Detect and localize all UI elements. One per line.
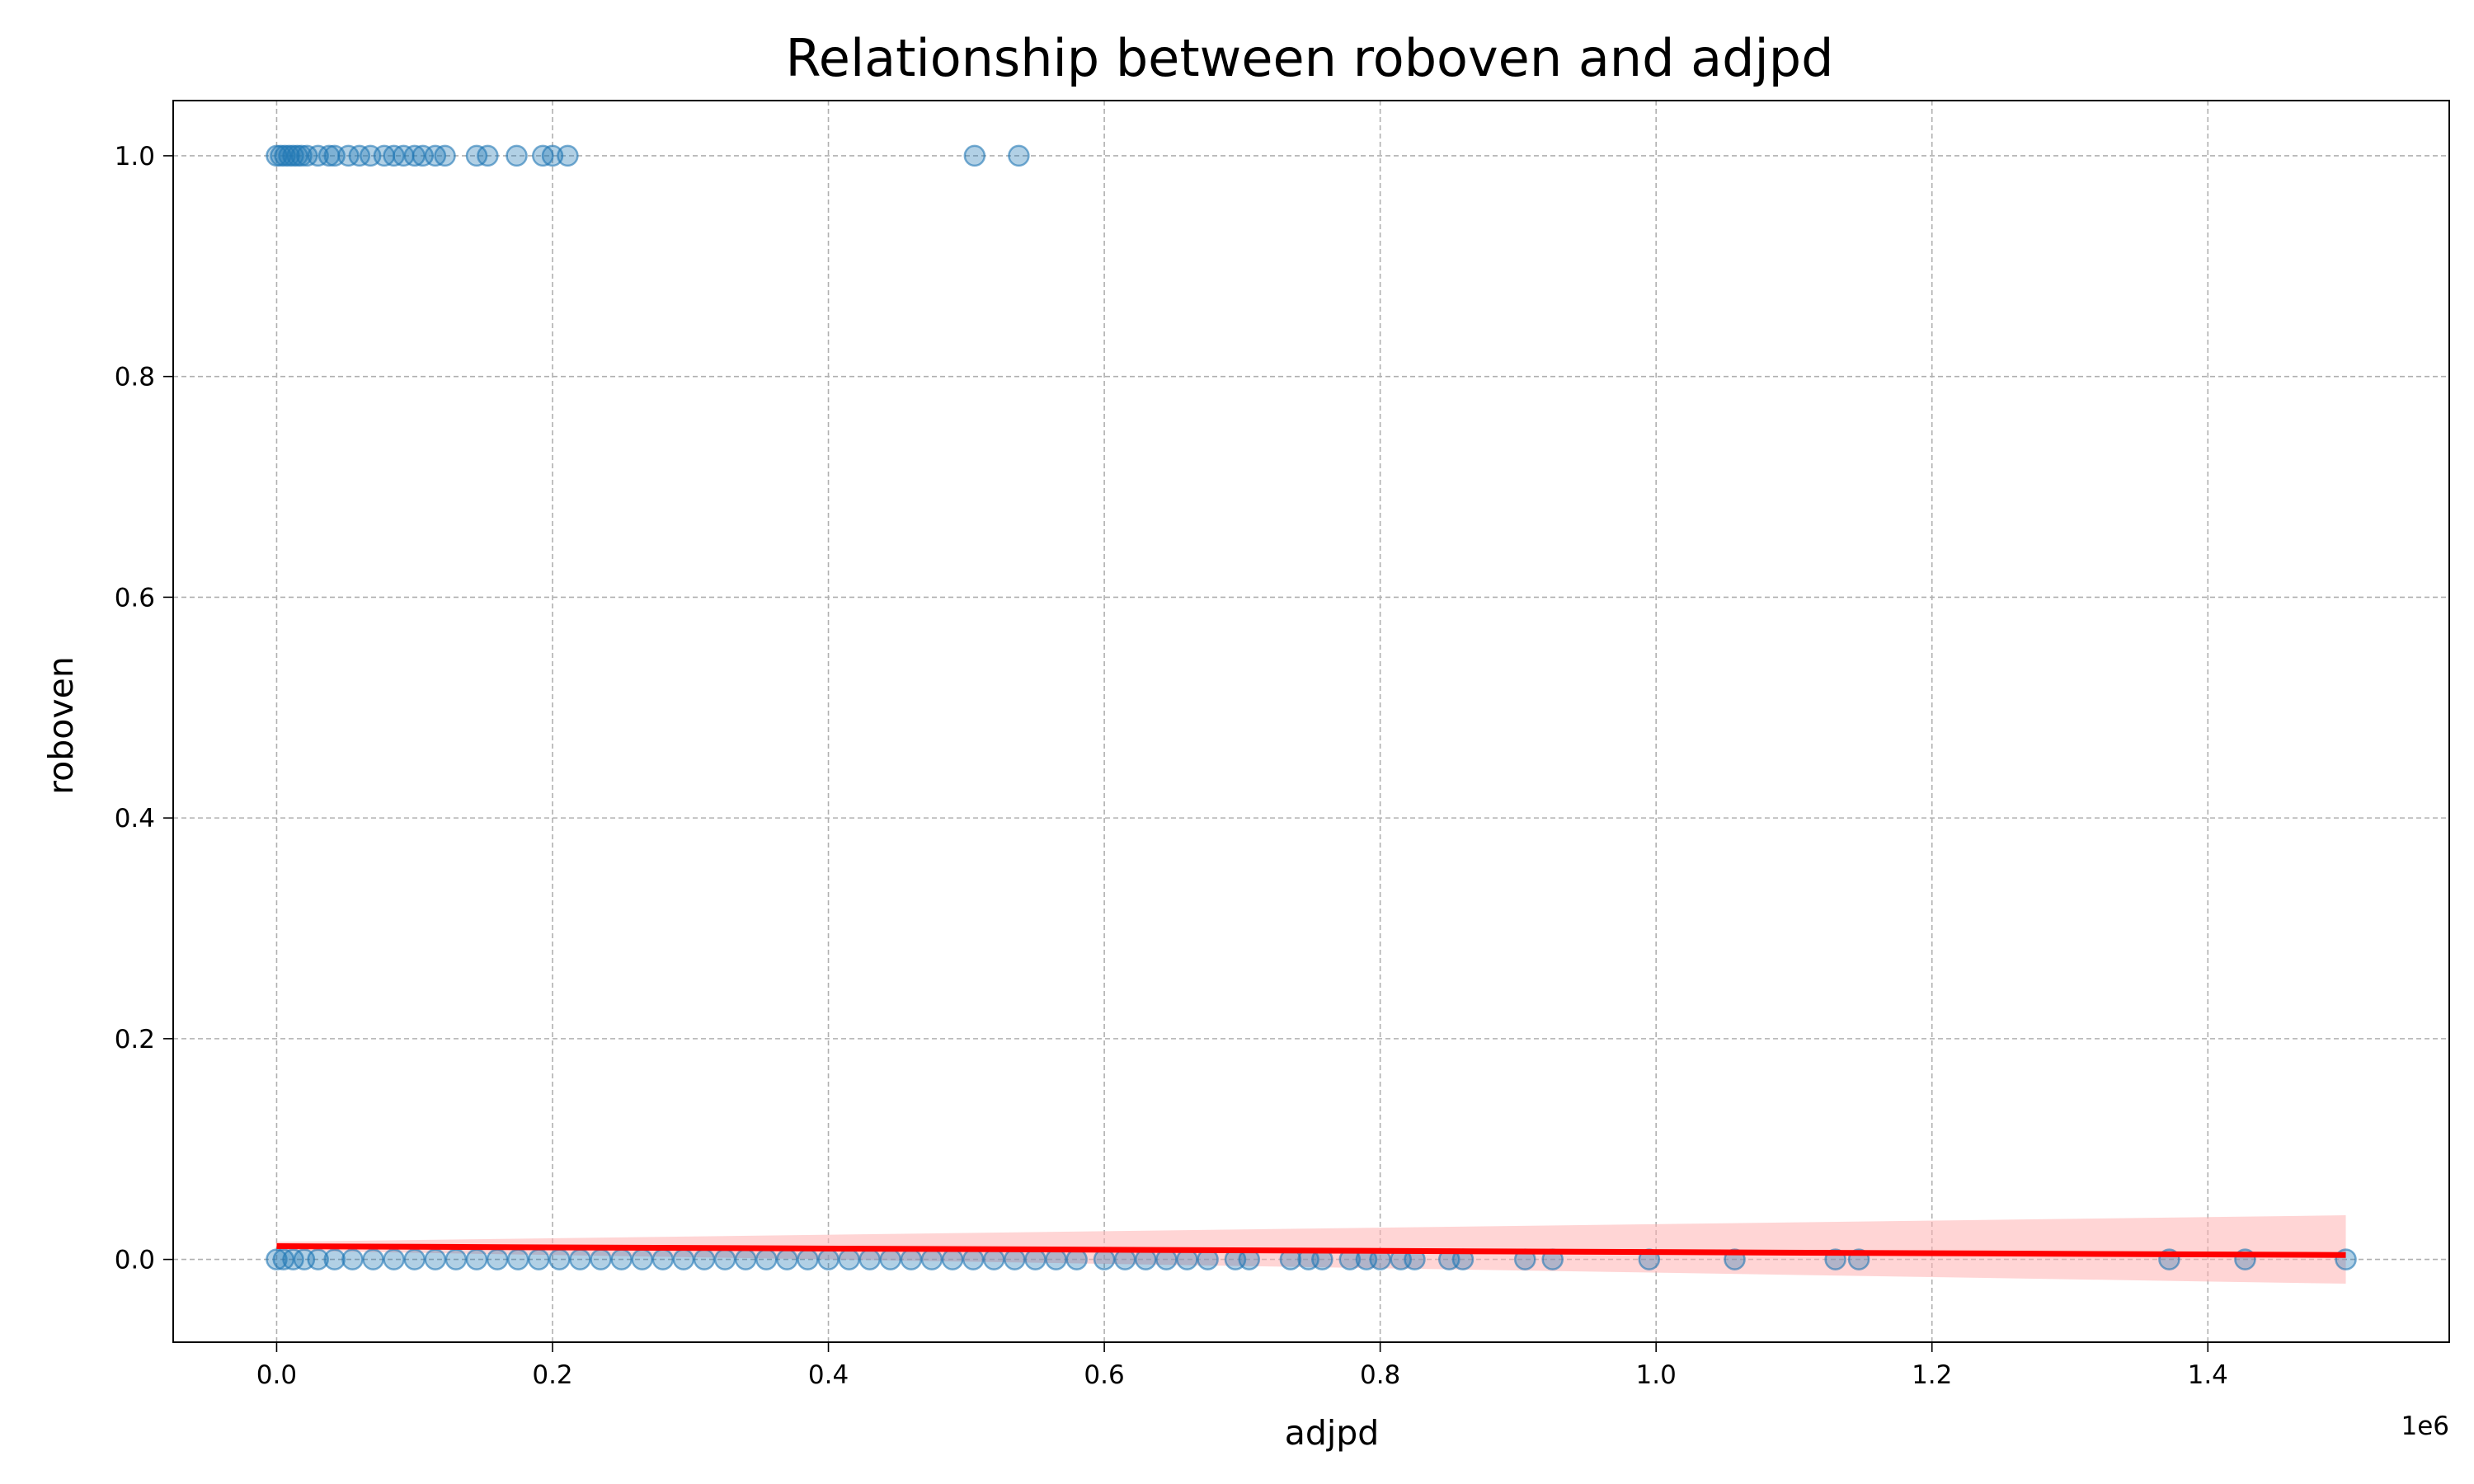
data-point <box>434 144 456 167</box>
data-point <box>307 144 329 167</box>
x-axis-title: adjpd <box>1285 1413 1380 1453</box>
data-point <box>541 144 564 167</box>
data-point <box>797 1248 819 1270</box>
data-point <box>348 144 371 167</box>
data-point <box>631 1248 653 1270</box>
data-point <box>486 1248 509 1270</box>
data-point <box>403 1248 426 1270</box>
y-tick-label: 0.6 <box>115 583 155 613</box>
data-point <box>266 1248 288 1270</box>
data-point <box>362 1248 384 1270</box>
data-point <box>444 1248 468 1270</box>
data-point <box>651 1248 675 1270</box>
data-point <box>323 1248 346 1270</box>
regression-line <box>276 1243 2346 1258</box>
x-tick-label: 1.2 <box>1912 1360 1952 1390</box>
data-point <box>1008 144 1030 167</box>
data-point <box>557 144 579 167</box>
data-point <box>465 1248 488 1270</box>
data-point <box>477 144 499 167</box>
data-point <box>817 1248 840 1270</box>
x-axis-offset-label: 1e6 <box>2401 1411 2449 1441</box>
data-point <box>341 1248 364 1270</box>
data-point <box>290 144 313 167</box>
data-point <box>776 1248 798 1270</box>
data-point <box>693 1248 716 1270</box>
data-point <box>879 1248 902 1270</box>
data-point <box>610 1248 633 1270</box>
data-point <box>282 1248 304 1270</box>
y-tick-label: 0.2 <box>115 1025 155 1054</box>
data-point <box>569 1248 591 1270</box>
data-point <box>983 1248 1005 1270</box>
data-point <box>1045 1248 1067 1270</box>
data-point <box>920 1248 943 1270</box>
y-tick-label: 0.0 <box>115 1246 155 1275</box>
data-point <box>528 1248 550 1270</box>
data-point <box>672 1248 695 1270</box>
data-point <box>941 1248 964 1270</box>
data-point <box>506 144 528 167</box>
x-tick-label: 0.4 <box>808 1360 849 1390</box>
y-axis-ticks: 0.0 0.2 0.4 0.6 0.8 1.0 <box>115 142 173 1275</box>
data-point <box>713 1248 736 1270</box>
data-point <box>506 1248 529 1270</box>
data-point <box>337 144 360 167</box>
grid <box>173 101 2449 1342</box>
data-point <box>734 1248 757 1270</box>
data-point <box>962 1248 985 1270</box>
data-point <box>755 1248 778 1270</box>
points-layer <box>266 144 2357 1270</box>
plot-frame <box>172 100 2450 1343</box>
x-axis-ticks: 0.0 0.2 0.4 0.6 0.8 1.0 1.2 1.4 <box>256 1342 2228 1390</box>
y-tick-label: 0.8 <box>115 363 155 392</box>
data-point <box>424 1248 447 1270</box>
data-point <box>838 1248 860 1270</box>
data-point <box>1004 1248 1026 1270</box>
chart-title: Relationship between roboven and adjpd <box>786 28 1834 88</box>
data-point <box>858 1248 881 1270</box>
data-point <box>383 1248 405 1270</box>
x-tick-label: 0.8 <box>1360 1360 1400 1390</box>
x-tick-label: 1.0 <box>1636 1360 1677 1390</box>
y-tick-label: 0.4 <box>115 804 155 834</box>
regression-layer <box>276 1243 2346 1258</box>
data-point <box>1024 1248 1047 1270</box>
x-tick-label: 0.0 <box>256 1360 297 1390</box>
data-point <box>307 1248 329 1270</box>
data-point <box>548 1248 571 1270</box>
x-tick-label: 0.6 <box>1084 1360 1124 1390</box>
data-point <box>963 144 986 167</box>
x-tick-label: 1.4 <box>2188 1360 2228 1390</box>
data-point <box>296 144 318 167</box>
data-point <box>590 1248 612 1270</box>
y-tick-label: 1.0 <box>115 142 155 171</box>
y-axis-title: roboven <box>41 656 81 795</box>
x-tick-label: 0.2 <box>532 1360 572 1390</box>
data-point <box>900 1248 923 1270</box>
data-point <box>465 144 488 167</box>
